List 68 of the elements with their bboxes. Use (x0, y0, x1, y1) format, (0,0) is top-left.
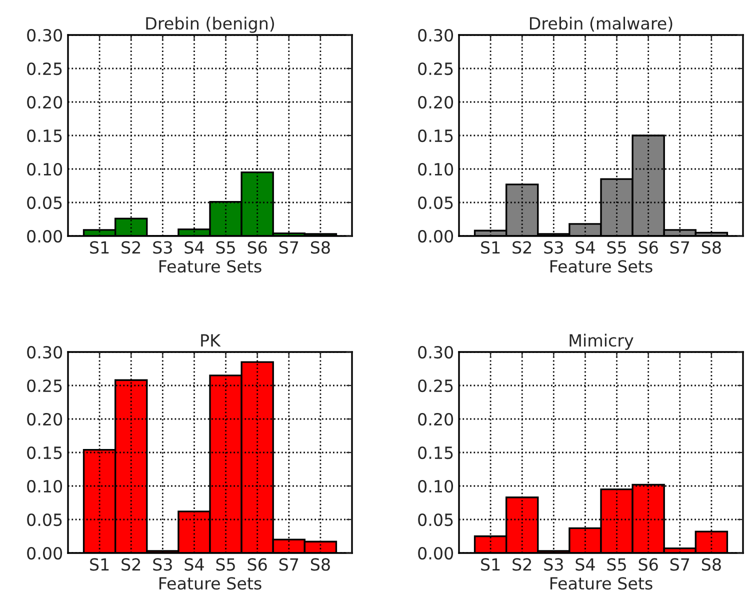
y-tick-label: 0.25 (418, 62, 453, 76)
x-tick-label: S8 (702, 241, 721, 254)
y-tick-label: 0.30 (418, 28, 454, 42)
y-tick-label: 0.00 (418, 230, 454, 243)
y-tick-label: 0.20 (27, 412, 62, 426)
y-tick-label: 0.20 (418, 96, 454, 109)
x-tick-label: S5 (607, 558, 626, 571)
x-tick-label: S3 (544, 558, 563, 571)
x-tick-label: S4 (576, 558, 595, 571)
x-tick-label: S1 (90, 558, 109, 571)
x-tick-label: S7 (279, 558, 298, 571)
x-tick-label: S6 (248, 558, 267, 571)
x-tick-label: S8 (310, 241, 330, 254)
y-tick-label: 0.00 (27, 230, 62, 243)
x-tick-label: S5 (607, 241, 626, 254)
x-tick-label: S8 (702, 558, 721, 571)
x-tick-label: S2 (122, 558, 140, 571)
y-tick-label: 0.20 (27, 96, 62, 109)
chart-title: Drebin (benign) (146, 16, 274, 33)
y-tick-label: 0.25 (27, 62, 62, 76)
y-tick-label: 0.15 (27, 129, 62, 142)
x-tick-label: S3 (153, 241, 172, 254)
y-tick-label: 0.00 (27, 546, 62, 560)
x-tick-label: S4 (184, 558, 204, 571)
y-tick-label: 0.15 (418, 129, 453, 142)
x-axis-title: Feature Sets (159, 260, 262, 273)
y-tick-label: 0.05 (418, 196, 453, 210)
y-tick-label: 0.00 (418, 546, 454, 560)
chart-title: PK (201, 334, 221, 346)
x-tick-label: S2 (512, 241, 532, 254)
y-tick-label: 0.30 (418, 346, 454, 359)
x-tick-label: S1 (481, 558, 500, 571)
chart-title: Mimicry (570, 334, 634, 350)
x-tick-label: S2 (122, 241, 140, 254)
y-tick-label: 0.20 (418, 412, 454, 426)
x-axis-title: Feature Sets (550, 577, 652, 590)
x-tick-label: S6 (638, 558, 658, 571)
x-tick-label: S1 (90, 241, 109, 254)
y-tick-label: 0.10 (418, 162, 454, 176)
x-tick-label: S4 (184, 241, 204, 254)
y-tick-label: 0.10 (27, 162, 62, 176)
y-tick-label: 0.05 (27, 513, 62, 526)
y-tick-label: 0.10 (27, 480, 62, 493)
x-tick-label: S7 (670, 241, 690, 254)
x-tick-label: S5 (216, 241, 235, 254)
x-tick-label: S6 (638, 241, 658, 254)
y-tick-label: 0.30 (27, 346, 62, 359)
x-tick-label: S3 (153, 558, 172, 571)
y-tick-label: 0.10 (418, 480, 454, 493)
x-tick-label: S1 (481, 241, 500, 254)
x-tick-label: S7 (670, 558, 690, 571)
x-axis-title: Feature Sets (550, 260, 652, 273)
x-tick-label: S7 (279, 241, 298, 254)
x-tick-label: S5 (216, 558, 235, 571)
x-tick-label: S6 (248, 241, 267, 254)
y-tick-label: 0.25 (418, 379, 453, 392)
chart-title: Drebin (malware) (530, 16, 672, 32)
y-tick-label: 0.30 (27, 28, 62, 42)
x-tick-label: S4 (576, 241, 595, 254)
x-axis-title: Feature Sets (159, 577, 262, 590)
y-tick-label: 0.15 (27, 446, 62, 460)
x-tick-label: S2 (512, 558, 532, 571)
y-tick-label: 0.05 (27, 196, 62, 210)
x-tick-label: S8 (310, 558, 330, 571)
x-tick-label: S3 (544, 241, 563, 254)
y-tick-label: 0.25 (27, 379, 62, 392)
y-tick-label: 0.15 (418, 446, 453, 460)
y-tick-label: 0.05 (418, 513, 453, 526)
